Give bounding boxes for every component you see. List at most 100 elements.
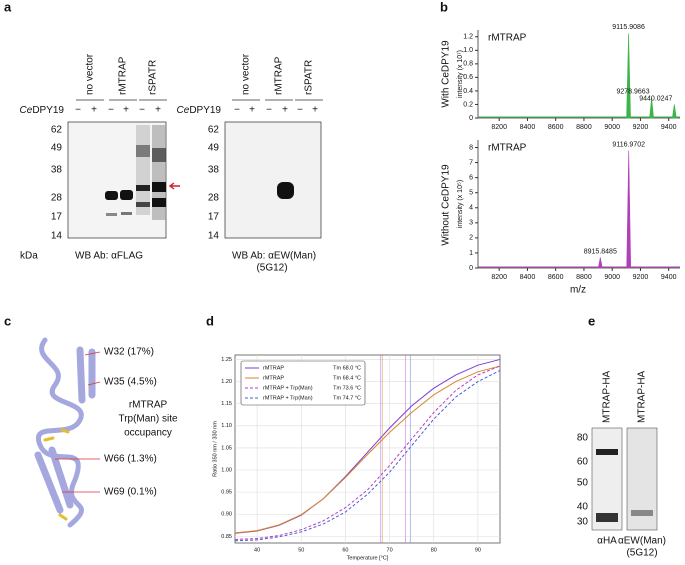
x-tick-label: 80	[431, 547, 437, 553]
y-tick-label: 0.90	[221, 512, 232, 518]
x-tick-label: 9400	[661, 274, 677, 281]
marker-label: 14	[208, 231, 220, 242]
peak-label: 9440.0247	[639, 95, 672, 102]
marker-label: 30	[577, 517, 589, 528]
x-axis-label: Temperature [°C]	[347, 555, 389, 561]
site-label: W32 (17%)	[104, 347, 154, 358]
legend-label: rMTRAP + Trp(Man)	[263, 395, 313, 401]
legend-label: rMTRAP + Trp(Man)	[263, 385, 313, 391]
marker-label: 50	[577, 478, 589, 489]
antibody-label: αEW(Man)	[618, 536, 666, 547]
y-tick-label: 2	[469, 235, 473, 242]
y-tick-label: 0	[469, 115, 473, 122]
panel-label: a	[4, 0, 12, 14]
band	[596, 449, 618, 455]
marker-label: 49	[51, 143, 63, 154]
lane-label: rMTRAP	[274, 56, 285, 95]
y-axis-label: Ratio 350 nm / 330 nm	[212, 421, 218, 477]
x-tick-label: 8200	[491, 274, 507, 281]
chart-title: rMTRAP	[488, 143, 527, 154]
caption: rMTRAP	[129, 400, 168, 411]
x-axis-label: m/z	[570, 285, 586, 296]
panel-label: c	[4, 313, 11, 328]
lane-label: MTRAP-HA	[602, 370, 613, 423]
site-label: W69 (0.1%)	[104, 487, 157, 498]
band	[631, 510, 653, 516]
x-tick-label: 70	[387, 547, 393, 553]
lane-label: rSPATR	[148, 60, 159, 95]
x-tick-label: 60	[342, 547, 348, 553]
leader-lines	[55, 351, 101, 493]
series-line	[234, 365, 501, 534]
marker-label: 38	[51, 165, 63, 176]
legend-tm: Tm 68.4 °C	[333, 375, 361, 381]
x-tick-label: 8400	[520, 124, 536, 131]
lane-label: no vector	[85, 53, 96, 95]
y-tick-label: 0.6	[463, 74, 473, 81]
caption: Trp(Man) site	[118, 414, 178, 425]
y-tick-label: 1	[469, 250, 473, 257]
protein-structure	[34, 337, 96, 528]
y-tick-label: 1.25	[221, 357, 232, 363]
y-tick-label: 6	[469, 174, 473, 181]
legend-tm: Tm 68.0 °C	[333, 365, 361, 371]
sign: −	[108, 105, 114, 116]
lane-label: rSPATR	[304, 60, 315, 95]
blot	[67, 121, 167, 239]
legend-tm: Tm 74.7 °C	[333, 395, 361, 401]
gene-italic: Ce	[20, 105, 33, 116]
sign: −	[297, 105, 303, 116]
gene-rest: DPY19	[32, 105, 64, 116]
panel-label: e	[588, 313, 595, 328]
lane-label: no vector	[241, 53, 252, 95]
legend-label: rMTRAP	[263, 375, 284, 381]
y-tick-label: 1.15	[221, 401, 232, 407]
x-tick-label: 90	[475, 547, 481, 553]
y-tick-label: 8	[469, 144, 473, 151]
x-tick-label: 9000	[604, 274, 620, 281]
gene-label: CeDPY19	[177, 105, 222, 116]
marker-label: 62	[208, 125, 220, 136]
x-tick-label: 8200	[491, 124, 507, 131]
marker-label: 80	[577, 433, 589, 444]
x-tick-label: 8600	[548, 274, 564, 281]
peak	[672, 104, 677, 119]
antibody-label: αHA	[597, 536, 617, 547]
sign: +	[312, 105, 318, 116]
sign: +	[91, 105, 97, 116]
marker-label: 28	[208, 193, 220, 204]
lane-label: MTRAP-HA	[637, 370, 648, 423]
y-axis-label: intensity (x 10⁵)	[457, 180, 464, 228]
legend-tm: Tm 73.6 °C	[333, 385, 361, 391]
y-tick-label: 0.4	[463, 88, 473, 95]
peak	[649, 97, 654, 119]
sign: +	[123, 105, 129, 116]
unit-label: kDa	[20, 251, 38, 262]
antibody-label: WB Ab: αEW(Man)	[232, 251, 316, 262]
sign: −	[266, 105, 272, 116]
y-tick-label: 0.8	[463, 61, 473, 68]
bands	[105, 125, 166, 220]
y-tick-label: 3	[469, 220, 473, 227]
marker-label: 49	[208, 143, 220, 154]
y-tick-label: 0.95	[221, 490, 232, 496]
marker-label: 28	[51, 193, 63, 204]
gene-label: CeDPY19	[20, 105, 65, 116]
gene-rest: DPY19	[189, 105, 221, 116]
x-tick-label: 8800	[576, 124, 592, 131]
panel-label: b	[440, 0, 448, 14]
x-tick-label: 9400	[661, 124, 677, 131]
y-tick-label: 0	[469, 265, 473, 272]
antibody-label: WB Ab: αFLAG	[75, 251, 143, 262]
marker-label: 60	[577, 457, 589, 468]
marker-label: 17	[51, 212, 63, 223]
panel-label: d	[206, 313, 214, 328]
y-tick-label: 1.10	[221, 423, 232, 429]
marker-label: 38	[208, 165, 220, 176]
blot	[224, 121, 322, 239]
y-tick-label: 1.20	[221, 379, 232, 385]
gene-italic: Ce	[177, 105, 190, 116]
axis	[477, 140, 680, 269]
peak	[597, 257, 603, 269]
